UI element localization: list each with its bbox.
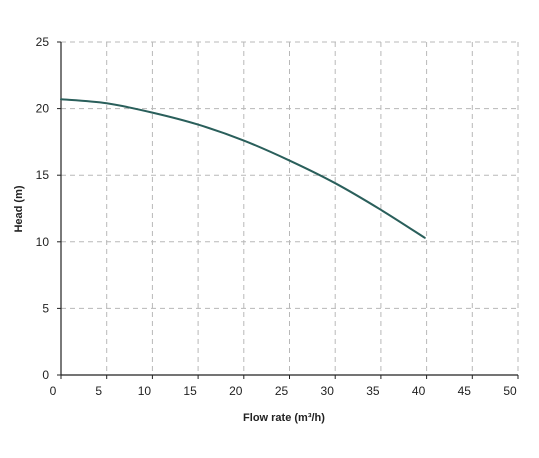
x-tick-label-2: 10 [138, 384, 152, 398]
y-tick-label-0: 0 [42, 368, 49, 382]
x-tick-label-10: 50 [503, 384, 517, 398]
x-tick-label-6: 30 [321, 384, 335, 398]
x-tick-label-4: 20 [229, 384, 243, 398]
x-tick-label-3: 15 [183, 384, 197, 398]
x-tick-label-9: 45 [458, 384, 472, 398]
x-tick-label-1: 5 [95, 384, 102, 398]
x-tick-label-7: 35 [366, 384, 380, 398]
y-tick-label-1: 5 [42, 301, 49, 315]
y-tick-label-4: 20 [36, 102, 50, 116]
x-tick-label-8: 40 [412, 384, 426, 398]
axes [57, 41, 519, 379]
series-line-0 [60, 98, 426, 239]
x-tick-label-5: 25 [275, 384, 289, 398]
y-tick-label-2: 10 [36, 235, 50, 249]
x-tick-labels: 0 5 10 15 20 25 30 35 40 45 50 [50, 384, 517, 398]
x-tick-label-0: 0 [50, 384, 57, 398]
y-tick-labels: 0 5 10 15 20 25 [36, 35, 50, 382]
series-group [60, 98, 426, 239]
grid [61, 41, 519, 375]
y-axis-title: Head (m) [13, 185, 25, 232]
x-axis-title: Flow rate (m³/h) [243, 412, 325, 424]
y-tick-label-3: 15 [36, 168, 50, 182]
y-tick-label-5: 25 [36, 35, 50, 49]
